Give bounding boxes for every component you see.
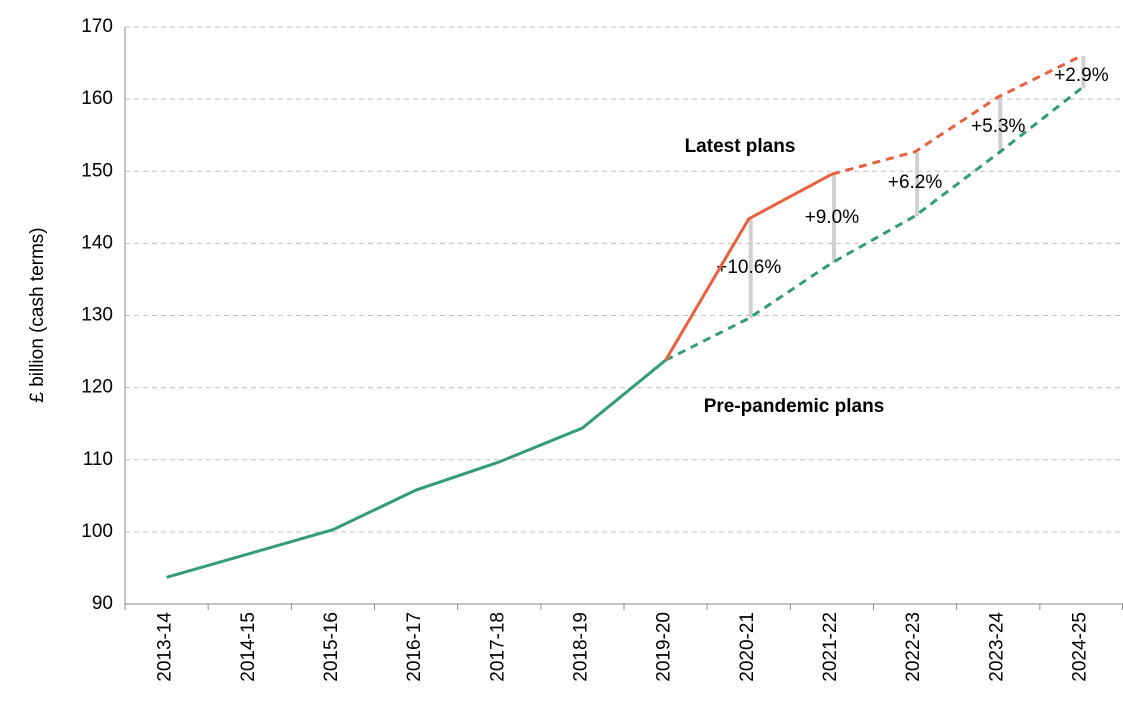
x-tick-label: 2018-19 — [570, 612, 591, 682]
y-tick-label: 120 — [81, 377, 113, 398]
y-tick-label: 130 — [81, 305, 113, 326]
gap-label: +10.6% — [716, 257, 781, 278]
y-tick-label: 90 — [92, 593, 113, 614]
x-tick-label: 2014-15 — [238, 612, 259, 682]
y-tick-label: 150 — [81, 160, 113, 181]
x-tick-label: 2016-17 — [404, 612, 425, 682]
gap-label: +6.2% — [888, 172, 943, 193]
x-tick-label: 2015-16 — [321, 612, 342, 682]
x-tick-label: 2021-22 — [820, 612, 841, 682]
y-tick-label: 100 — [81, 521, 113, 542]
y-tick-label: 110 — [83, 449, 113, 470]
y-tick-label: 170 — [81, 16, 113, 37]
gap-label: +9.0% — [805, 207, 860, 228]
gap-label: +5.3% — [971, 116, 1026, 137]
gap-label: +2.9% — [1054, 65, 1109, 86]
y-tick-label: 140 — [81, 232, 113, 253]
series-label: Latest plans — [685, 136, 796, 157]
x-tick-label: 2013-14 — [155, 612, 176, 682]
line — [166, 359, 667, 579]
x-tick-label: 2020-21 — [737, 612, 758, 682]
x-tick-label: 2024-25 — [1069, 612, 1090, 682]
y-axis-title: £ billion (cash terms) — [27, 227, 48, 402]
y-tick-label: 160 — [81, 88, 113, 109]
projected-line — [664, 87, 1083, 362]
x-tick-label: 2019-20 — [654, 612, 675, 682]
projected-line — [831, 54, 1083, 176]
x-tick-label: 2023-24 — [986, 612, 1007, 682]
x-tick-label: 2022-23 — [903, 612, 924, 682]
series-label: Pre-pandemic plans — [704, 396, 885, 417]
x-tick-label: 2017-18 — [487, 612, 508, 682]
line — [664, 172, 833, 361]
